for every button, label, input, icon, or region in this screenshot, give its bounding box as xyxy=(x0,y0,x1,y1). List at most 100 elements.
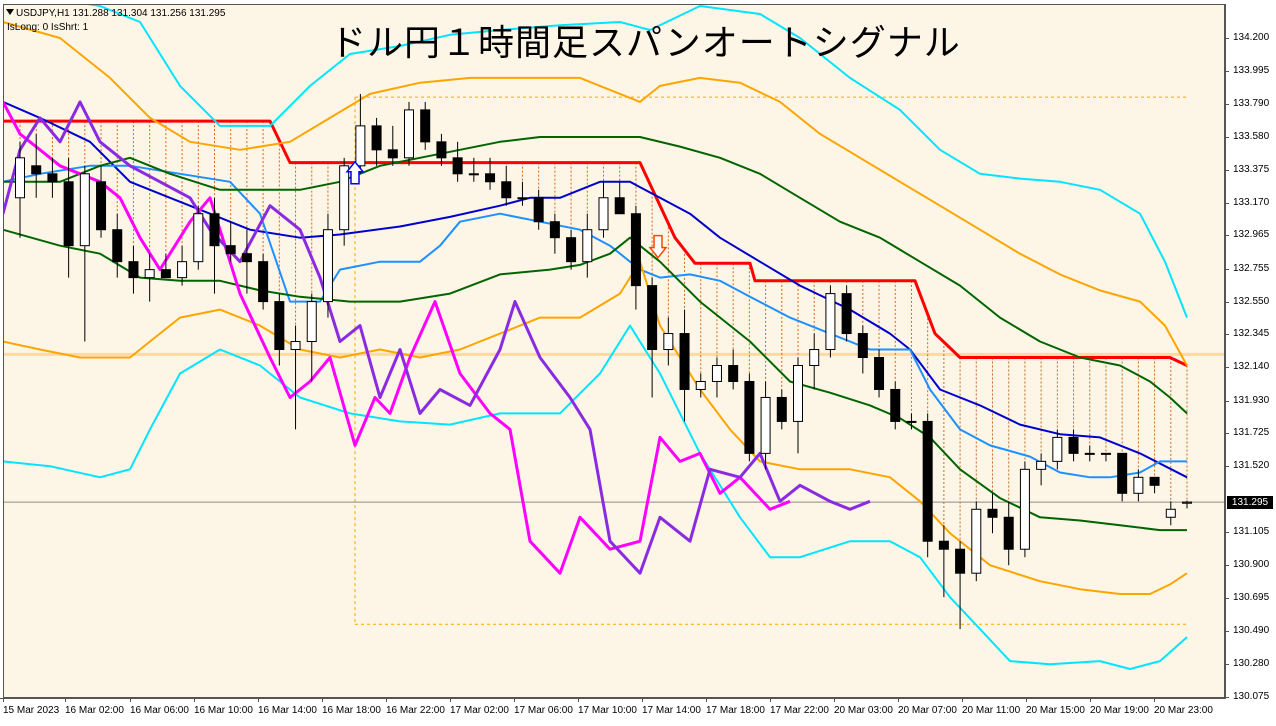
bull-candle xyxy=(663,333,674,351)
bear-candle xyxy=(533,197,544,223)
time-tick-label: 15 Mar 2023 xyxy=(3,705,60,716)
price-tick-mark xyxy=(1225,70,1229,72)
bear-candle xyxy=(436,141,447,159)
bear-candle xyxy=(630,213,641,287)
price-tick-label: 132.550 xyxy=(1233,295,1270,307)
orange-line-series xyxy=(4,21,1188,366)
time-tick-mark xyxy=(770,698,771,702)
price-tick-label: 133.375 xyxy=(1233,163,1270,175)
cyan-line-series xyxy=(4,324,1188,670)
price-tick-mark xyxy=(1225,38,1229,39)
time-tick-label: 20 Mar 19:00 xyxy=(1090,705,1149,716)
time-tick-mark xyxy=(514,698,515,702)
time-tick-label: 20 Mar 23:00 xyxy=(1154,705,1213,716)
bull-candle xyxy=(79,173,90,247)
price-tick-mark xyxy=(1225,630,1229,632)
time-tick-mark xyxy=(898,698,899,702)
time-tick-label: 16 Mar 14:00 xyxy=(258,705,317,716)
bull-candle xyxy=(582,229,593,263)
bear-candle xyxy=(241,253,252,263)
time-tick-mark xyxy=(194,698,195,702)
price-tick-label: 131.725 xyxy=(1233,427,1270,439)
bull-candle xyxy=(290,341,301,351)
time-tick-label: 17 Mar 10:00 xyxy=(578,705,637,716)
time-tick-mark xyxy=(258,698,259,702)
menu-triangle-icon[interactable] xyxy=(6,9,14,15)
price-tick-label: 133.995 xyxy=(1233,64,1270,76)
bear-candle xyxy=(566,237,577,263)
bear-candle xyxy=(955,548,966,574)
time-tick-label: 17 Mar 14:00 xyxy=(642,705,701,716)
time-tick-label: 20 Mar 03:00 xyxy=(834,705,893,716)
price-tick-label: 132.140 xyxy=(1233,361,1270,373)
bull-candle xyxy=(793,365,803,422)
green-line-series xyxy=(4,136,1188,415)
bear-candle xyxy=(938,540,949,550)
time-tick-mark xyxy=(1154,698,1155,702)
time-tick-mark xyxy=(130,698,131,702)
time-tick-mark xyxy=(834,698,835,702)
price-tick-mark xyxy=(1225,532,1229,534)
bull-candle xyxy=(1019,468,1030,550)
price-tick-mark xyxy=(1225,334,1229,336)
price-tick-label: 133.170 xyxy=(1233,196,1270,208)
bull-candle xyxy=(971,508,982,574)
time-tick-label: 16 Mar 18:00 xyxy=(322,705,381,716)
time-tick-mark xyxy=(65,698,66,702)
bear-candle xyxy=(258,261,269,303)
time-tick-mark xyxy=(642,698,643,702)
price-tick-mark xyxy=(1225,400,1229,402)
bull-candle xyxy=(339,165,350,231)
bull-candle xyxy=(711,365,722,382)
price-tick-mark xyxy=(1225,235,1229,237)
time-tick-label: 20 Mar 11:00 xyxy=(962,705,1021,716)
time-tick-label: 17 Mar 06:00 xyxy=(514,705,573,716)
price-tick-mark xyxy=(1225,268,1229,270)
dodger-line-series xyxy=(4,164,1187,479)
bull-candle xyxy=(144,269,155,279)
orange-line-series xyxy=(4,260,1188,595)
price-tick-mark xyxy=(1225,466,1229,468)
bear-candle xyxy=(987,508,998,518)
bear-candle xyxy=(776,396,787,422)
bear-candle xyxy=(841,293,852,335)
bear-candle xyxy=(420,109,431,143)
buy-arrow-icon xyxy=(345,160,365,185)
current-price-tag: 131.295 xyxy=(1227,496,1273,509)
time-tick-label: 16 Mar 06:00 xyxy=(130,705,189,716)
time-tick-label: 16 Mar 10:00 xyxy=(194,705,253,716)
price-tick-mark xyxy=(1225,137,1229,139)
price-tick-mark xyxy=(1225,565,1229,567)
price-tick-mark xyxy=(1225,301,1229,303)
cyan-line-series xyxy=(87,5,1188,318)
price-tick-label: 130.695 xyxy=(1233,591,1270,603)
bull-candle xyxy=(1182,501,1192,504)
symbol-info: USDJPY,H1 131.288 131.304 131.256 131.29… xyxy=(16,8,226,19)
time-tick-label: 17 Mar 18:00 xyxy=(706,705,765,716)
price-tick-label: 132.755 xyxy=(1233,262,1270,274)
bear-candle xyxy=(128,261,139,279)
time-tick-label: 20 Mar 15:00 xyxy=(1026,705,1085,716)
price-tick-label: 133.790 xyxy=(1233,97,1270,109)
bear-candle xyxy=(160,269,171,279)
bear-candle xyxy=(549,221,560,239)
time-tick-mark xyxy=(386,698,387,702)
price-tick-mark xyxy=(1225,697,1229,698)
bear-candle xyxy=(96,181,107,231)
price-tick-mark xyxy=(1225,103,1229,105)
sell-arrow-icon xyxy=(648,234,668,259)
bear-candle xyxy=(387,149,398,159)
price-tick-label: 131.520 xyxy=(1233,460,1270,472)
price-axis-separator xyxy=(1225,4,1226,698)
price-tick-label: 132.965 xyxy=(1233,229,1270,241)
bear-candle xyxy=(728,365,739,382)
price-tick-label: 133.580 xyxy=(1233,131,1270,143)
indicator-info: IsLong: 0 IsShrt: 1 xyxy=(7,22,89,33)
bull-candle xyxy=(1165,508,1176,518)
bull-candle xyxy=(1133,476,1144,494)
bear-candle xyxy=(890,388,901,422)
bear-candle xyxy=(47,173,58,183)
price-tick-label: 130.490 xyxy=(1233,624,1270,636)
price-tick-label: 134.200 xyxy=(1233,32,1270,43)
